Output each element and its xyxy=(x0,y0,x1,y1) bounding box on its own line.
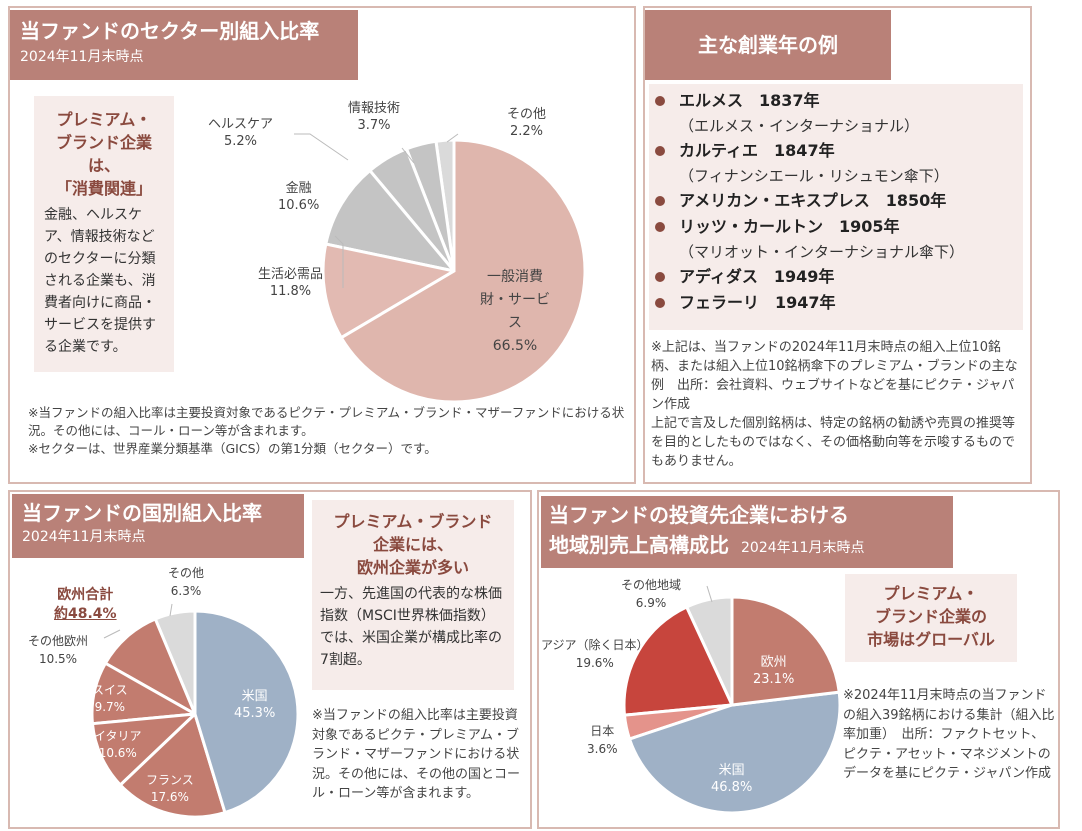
bullet-icon xyxy=(655,146,665,156)
label-finance: 金融 10.6% xyxy=(278,181,320,213)
region-title: 当ファンドの投資先企業における xyxy=(549,503,849,527)
label-healthcare: ヘルスケア 5.2% xyxy=(208,117,274,149)
label-japan: 日本 3.6% xyxy=(587,724,618,756)
founding-item: アディダス 1949年 xyxy=(649,264,1023,290)
sector-pie-chart xyxy=(294,133,587,404)
label-it: 情報技術 3.7% xyxy=(348,101,401,133)
region-header: 当ファンドの投資先企業における 地域別売上高構成比 2024年11月末時点 xyxy=(541,496,953,568)
callout-heading: 「消費関連」 xyxy=(55,179,152,198)
founding-item-parent: （エルメス・インターナショナル） xyxy=(679,117,920,135)
founding-item: リッツ・カールトン 1905年 xyxy=(649,214,1023,240)
founding-panel: 主な創業年の例 エルメス 1837年 （エルメス・インターナショナル） カルティエ … xyxy=(643,6,1032,484)
label-italy: イタリア 10.6% xyxy=(94,729,142,760)
country-callout: プレミアム・ブランド 企業には、 欧州企業が多い 一方、先進国の代表的な株価指数… xyxy=(312,500,514,690)
label-switzerland: スイス 9.7% xyxy=(92,683,128,714)
bullet-icon xyxy=(655,196,665,206)
country-date: 2024年11月末時点 xyxy=(22,529,146,545)
country-panel: 当ファンドの国別組入比率 2024年11月末時点 プレミアム・ブランド 企業には… xyxy=(8,490,532,829)
region-note: ※2024年11月末時点の当ファンドの組入39銘柄における集計（組入比率加重） … xyxy=(843,688,1055,781)
founding-item: アメリカン・エキスプレス 1850年 xyxy=(649,188,1023,214)
leader-line xyxy=(169,603,173,617)
callout-heading: プレミアム・ xyxy=(883,584,979,603)
founding-item: エルメス 1837年 xyxy=(649,88,1023,114)
pie-slice-4 xyxy=(622,604,735,717)
pie-slice-1 xyxy=(339,138,587,404)
callout-heading: プレミアム・ブランド xyxy=(333,512,493,531)
pie-slice-2 xyxy=(627,690,842,815)
label-asia: アジア（除く日本） 19.6% xyxy=(541,638,649,670)
leader-line xyxy=(103,629,121,639)
label-france: フランス 17.6% xyxy=(146,773,194,804)
pie-slice-1 xyxy=(730,595,841,707)
region-pie-chart xyxy=(622,585,842,815)
callout-heading: 市場はグローバル xyxy=(867,630,995,649)
bullet-icon xyxy=(655,272,665,282)
region-date: 2024年11月末時点 xyxy=(741,540,865,556)
founding-item-name: リッツ・カールトン 1905年 xyxy=(679,217,900,236)
label-us: 米国 45.3% xyxy=(234,689,276,721)
pie-slice-1 xyxy=(193,609,300,815)
callout-heading: ブランド企業の xyxy=(874,607,987,626)
label-staples: 生活必需品 11.8% xyxy=(258,267,324,299)
leader-line xyxy=(334,235,344,288)
sector-title: 当ファンドのセクター別組入比率 xyxy=(20,19,320,43)
founding-item: フェラーリ 1947年 xyxy=(649,290,1023,316)
label-europe: 欧州 23.1% xyxy=(753,655,795,687)
founding-item-name: エルメス 1837年 xyxy=(679,91,820,110)
founding-item-name: フェラーリ 1947年 xyxy=(679,293,836,312)
label-other: その他 2.2% xyxy=(507,107,547,139)
label-other: その他 6.3% xyxy=(168,566,205,598)
leader-line xyxy=(706,585,713,603)
leader-line xyxy=(446,133,459,143)
label-other-europe: その他欧州 10.5% xyxy=(28,634,89,666)
sector-notes: ※当ファンドの組入比率は主要投資対象であるピクテ・プレミアム・ブランド・マザーフ… xyxy=(28,405,625,456)
pie-slice-3 xyxy=(324,168,458,274)
region-panel: 当ファンドの投資先企業における 地域別売上高構成比 2024年11月末時点 プレ… xyxy=(537,490,1060,829)
leader-line xyxy=(294,133,349,161)
europe-total: 欧州合計 約48.4% xyxy=(54,587,117,622)
sector-panel: 当ファンドのセクター別組入比率 2024年11月末時点 プレミアム・ ブランド企… xyxy=(8,6,636,484)
sector-date: 2024年11月末時点 xyxy=(20,49,144,65)
founding-item-parent: （フィナンシエール・リシュモン傘下） xyxy=(679,167,949,185)
founding-title: 主な創業年の例 xyxy=(698,33,838,57)
country-header: 当ファンドの国別組入比率 2024年11月末時点 xyxy=(12,494,304,558)
bullet-icon xyxy=(655,96,665,106)
region-callout: プレミアム・ ブランド企業の 市場はグローバル xyxy=(845,574,1017,662)
callout-heading: 企業には、 xyxy=(372,535,453,554)
country-pie-chart xyxy=(90,603,300,819)
founding-item: カルティエ 1847年 xyxy=(649,138,1023,164)
founding-item-name: アメリカン・エキスプレス 1850年 xyxy=(679,191,947,210)
founding-item-parent: （マリオット・インターナショナル傘下） xyxy=(679,243,965,261)
label-discretionary: 一般消費財・サービス 66.5% xyxy=(480,269,550,354)
callout-heading: ブランド企業は、 xyxy=(55,133,152,175)
label-us: 米国 46.8% xyxy=(711,763,753,795)
callout-body: 一方、先進国の代表的な株価指数（MSCI世界株価指数）では、米国企業が構成比率の… xyxy=(320,586,502,668)
sector-header: 当ファンドのセクター別組入比率 2024年11月末時点 xyxy=(10,10,358,80)
callout-body: 金融、ヘルスケア、情報技術などのセクターに分類される企業も、消費者向けに商品・サ… xyxy=(44,207,156,355)
leader-line xyxy=(401,147,415,164)
country-title: 当ファンドの国別組入比率 xyxy=(22,501,262,525)
pie-slice-2 xyxy=(321,242,459,340)
region-title: 地域別売上高構成比 xyxy=(549,533,729,557)
callout-heading: プレミアム・ xyxy=(56,110,152,129)
bullet-icon xyxy=(655,222,665,232)
pie-slice-2 xyxy=(118,711,227,819)
founding-item-name: アディダス 1949年 xyxy=(679,267,835,286)
label-other-region: その他地域 6.9% xyxy=(621,578,682,610)
country-note: ※当ファンドの組入比率は主要投資対象であるピクテ・プレミアム・ブランド・マザーフ… xyxy=(312,708,521,801)
founding-item-name: カルティエ 1847年 xyxy=(679,141,835,160)
sector-callout: プレミアム・ ブランド企業は、 「消費関連」 金融、ヘルスケア、情報技術などのセ… xyxy=(34,96,174,372)
bullet-icon xyxy=(655,298,665,308)
callout-heading: 欧州企業が多い xyxy=(356,558,469,577)
founding-note: ※上記は、当ファンドの2024年11月末時点の組入上位10銘柄、または組入上位1… xyxy=(651,340,1018,469)
founding-header: 主な創業年の例 xyxy=(645,10,891,80)
founding-list: エルメス 1837年 （エルメス・インターナショナル） カルティエ 1847年 （フィ… xyxy=(649,84,1023,330)
